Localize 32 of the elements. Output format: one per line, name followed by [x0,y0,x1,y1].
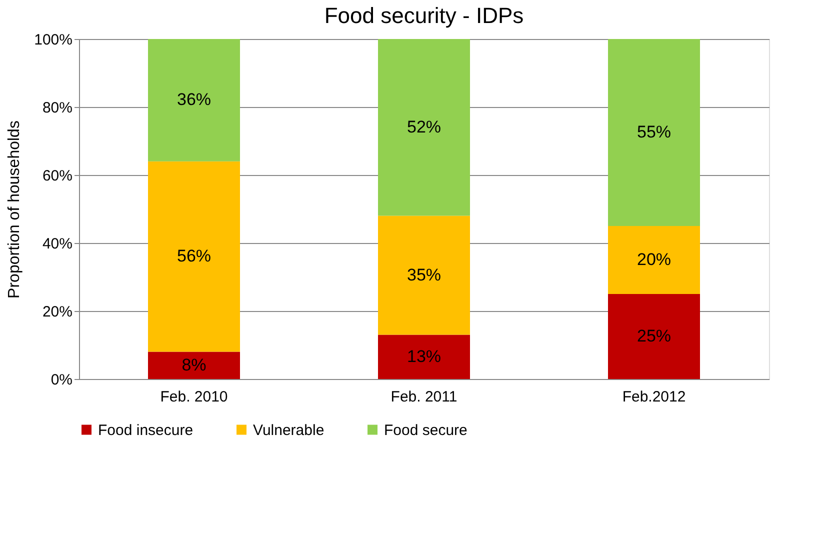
y-tick-label: 20% [42,304,72,320]
y-tick-label: 0% [50,372,72,388]
bar [148,161,240,352]
bar [378,216,470,335]
data-label: 13% [406,346,442,366]
chart-title: Food security - IDPs [324,3,524,28]
legend-label: Vulnerable [253,422,324,439]
bar [378,334,470,379]
x-tick-label: Feb. 2010 [160,388,228,406]
data-label: 55% [636,122,672,142]
data-label: 52% [406,117,442,136]
y-tick-label: 100% [34,32,72,48]
data-label: 20% [636,250,672,269]
x-tick-label: Feb. 2011 [390,388,458,406]
bar [608,226,700,294]
bar [148,39,240,162]
bar [378,39,470,216]
data-label: 8% [182,355,206,374]
data-label: 35% [406,265,442,284]
y-tick-label: 80% [42,100,72,116]
y-tick-label: 40% [42,236,72,252]
bar [608,294,700,379]
x-tick-label: Feb.2012 [622,388,686,406]
legend-label: Food secure [384,422,468,439]
y-tick-label: 60% [42,168,72,184]
legend-label: Food insecure [98,422,194,439]
bar [148,352,240,379]
data-label: 25% [636,326,672,346]
data-label: 56% [176,246,212,266]
bar [608,39,700,226]
data-label: 36% [176,90,212,110]
y-axis-title: Proportion of households [6,120,24,298]
